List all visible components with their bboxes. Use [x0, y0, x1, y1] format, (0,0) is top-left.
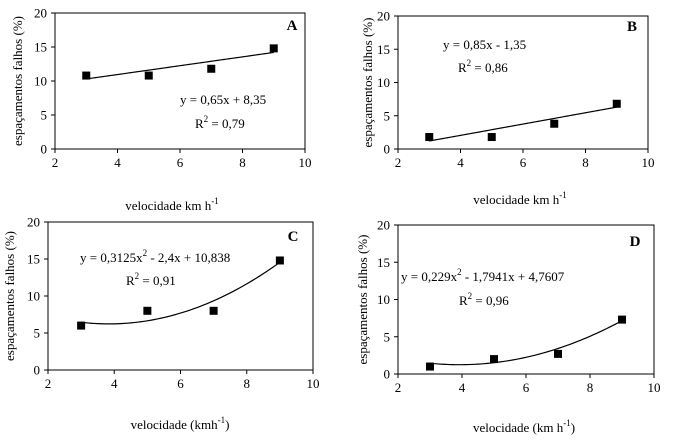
data-point	[426, 362, 434, 371]
y-tick-label: 5	[384, 108, 391, 123]
plot-area-d	[397, 224, 655, 375]
y-tick-label: 5	[41, 108, 48, 123]
data-point	[82, 71, 91, 80]
x-tick-label: 4	[114, 155, 121, 170]
x-tick-label: 10	[642, 155, 655, 170]
y-tick-label: 5	[384, 329, 391, 344]
r-squared-a: R2 = 0,79	[195, 114, 245, 131]
x-tick-label: 4	[457, 155, 464, 170]
x-tick-label: 6	[177, 376, 184, 391]
y-tick-label: 10	[377, 292, 390, 307]
x-tick-label: 2	[395, 155, 402, 170]
y-axis-label: espaçamentos falhos (%)	[360, 18, 375, 148]
panel-letter-a: A	[287, 18, 298, 34]
y-tick-label: 10	[377, 75, 390, 90]
data-point	[612, 99, 621, 108]
x-tick-label: 8	[244, 376, 251, 391]
y-tick-label: 15	[377, 255, 390, 270]
data-point	[209, 306, 218, 315]
y-tick-label: 20	[34, 6, 47, 21]
x-tick-label: 2	[52, 155, 59, 170]
trend-line-c	[81, 261, 281, 325]
x-tick-label: 10	[307, 376, 320, 391]
x-axis-label: velocidade (km h-1)	[473, 418, 575, 435]
y-tick-label: 10	[34, 74, 47, 89]
regression-equation-d: y = 0,229x2 - 1,7941x + 4,7607	[401, 267, 565, 284]
y-tick-label: 10	[27, 289, 40, 304]
plot-area-c	[47, 221, 314, 371]
data-point	[144, 71, 153, 80]
data-point	[143, 306, 152, 315]
chart-panel-a: 2 4 6 8 10 0 5 10 15 20 espaçamentos falhos (%) vel…	[10, 6, 312, 214]
regression-equation-b: y = 0,85x - 1,35	[443, 37, 526, 52]
y-axis-label: espaçamentos falhos (%)	[10, 16, 25, 146]
x-axis-label: velocidade (kmh-1)	[131, 415, 230, 432]
x-tick-label: 6	[177, 155, 184, 170]
x-tick-label: 10	[648, 380, 661, 395]
x-tick-label: 8	[582, 155, 589, 170]
data-point	[269, 44, 278, 53]
x-tick-label: 10	[299, 155, 312, 170]
y-tick-label: 0	[384, 367, 391, 382]
data-point	[487, 133, 496, 142]
x-tick-label: 6	[520, 155, 527, 170]
r-squared-d: R2 = 0,96	[459, 291, 509, 308]
data-point	[550, 119, 559, 128]
x-tick-label: 4	[459, 380, 466, 395]
chart-panel-c: 2 4 6 8 10 0 5 10 15 20 espaçamentos falhos (%) vel…	[2, 215, 320, 433]
trend-line-a	[86, 51, 274, 80]
x-tick-label: 8	[587, 380, 594, 395]
y-tick-label: 20	[27, 215, 40, 230]
x-tick-label: 4	[111, 376, 118, 391]
plot-area-a	[54, 12, 306, 150]
data-point	[618, 315, 626, 324]
data-point	[275, 256, 284, 265]
x-tick-label: 2	[45, 376, 52, 391]
y-tick-label: 15	[377, 42, 390, 57]
y-axis-label: espaçamentos falhos (%)	[355, 235, 370, 365]
y-tick-label: 20	[377, 9, 390, 24]
y-tick-label: 15	[27, 252, 40, 267]
regression-equation-a: y = 0,65x + 8,35	[180, 92, 266, 107]
data-point	[425, 133, 434, 142]
x-axis-label: velocidade km h-1	[125, 196, 218, 213]
regression-equation-c: y = 0,3125x2 - 2,4x + 10,838	[80, 248, 230, 265]
y-tick-label: 20	[377, 218, 390, 233]
y-tick-label: 0	[41, 142, 48, 157]
y-tick-label: 15	[34, 40, 47, 55]
x-tick-label: 8	[239, 155, 246, 170]
panel-letter-c: C	[288, 229, 299, 245]
chart-panel-d: 2 4 6 8 10 0 5 10 15 20 espaçamentos falhos (%) vel…	[355, 218, 661, 436]
y-tick-label: 0	[34, 363, 41, 378]
x-axis-label: velocidade km h-1	[473, 190, 566, 207]
data-point	[490, 355, 498, 364]
r-squared-c: R2 = 0,91	[126, 271, 176, 288]
x-tick-label: 2	[395, 380, 402, 395]
trend-line-d	[429, 320, 623, 366]
x-tick-label: 6	[523, 380, 530, 395]
data-point	[207, 64, 216, 73]
r-squared-b: R2 = 0,86	[458, 58, 508, 75]
y-tick-label: 5	[34, 326, 41, 341]
data-point	[77, 321, 86, 330]
panel-letter-b: B	[627, 19, 637, 35]
y-tick-label: 0	[384, 142, 391, 157]
y-axis-label: espaçamentos falhos (%)	[2, 231, 17, 361]
plot-area-b	[397, 15, 649, 150]
data-point	[554, 349, 562, 358]
panel-letter-d: D	[630, 234, 641, 250]
trend-line-b	[429, 106, 617, 142]
